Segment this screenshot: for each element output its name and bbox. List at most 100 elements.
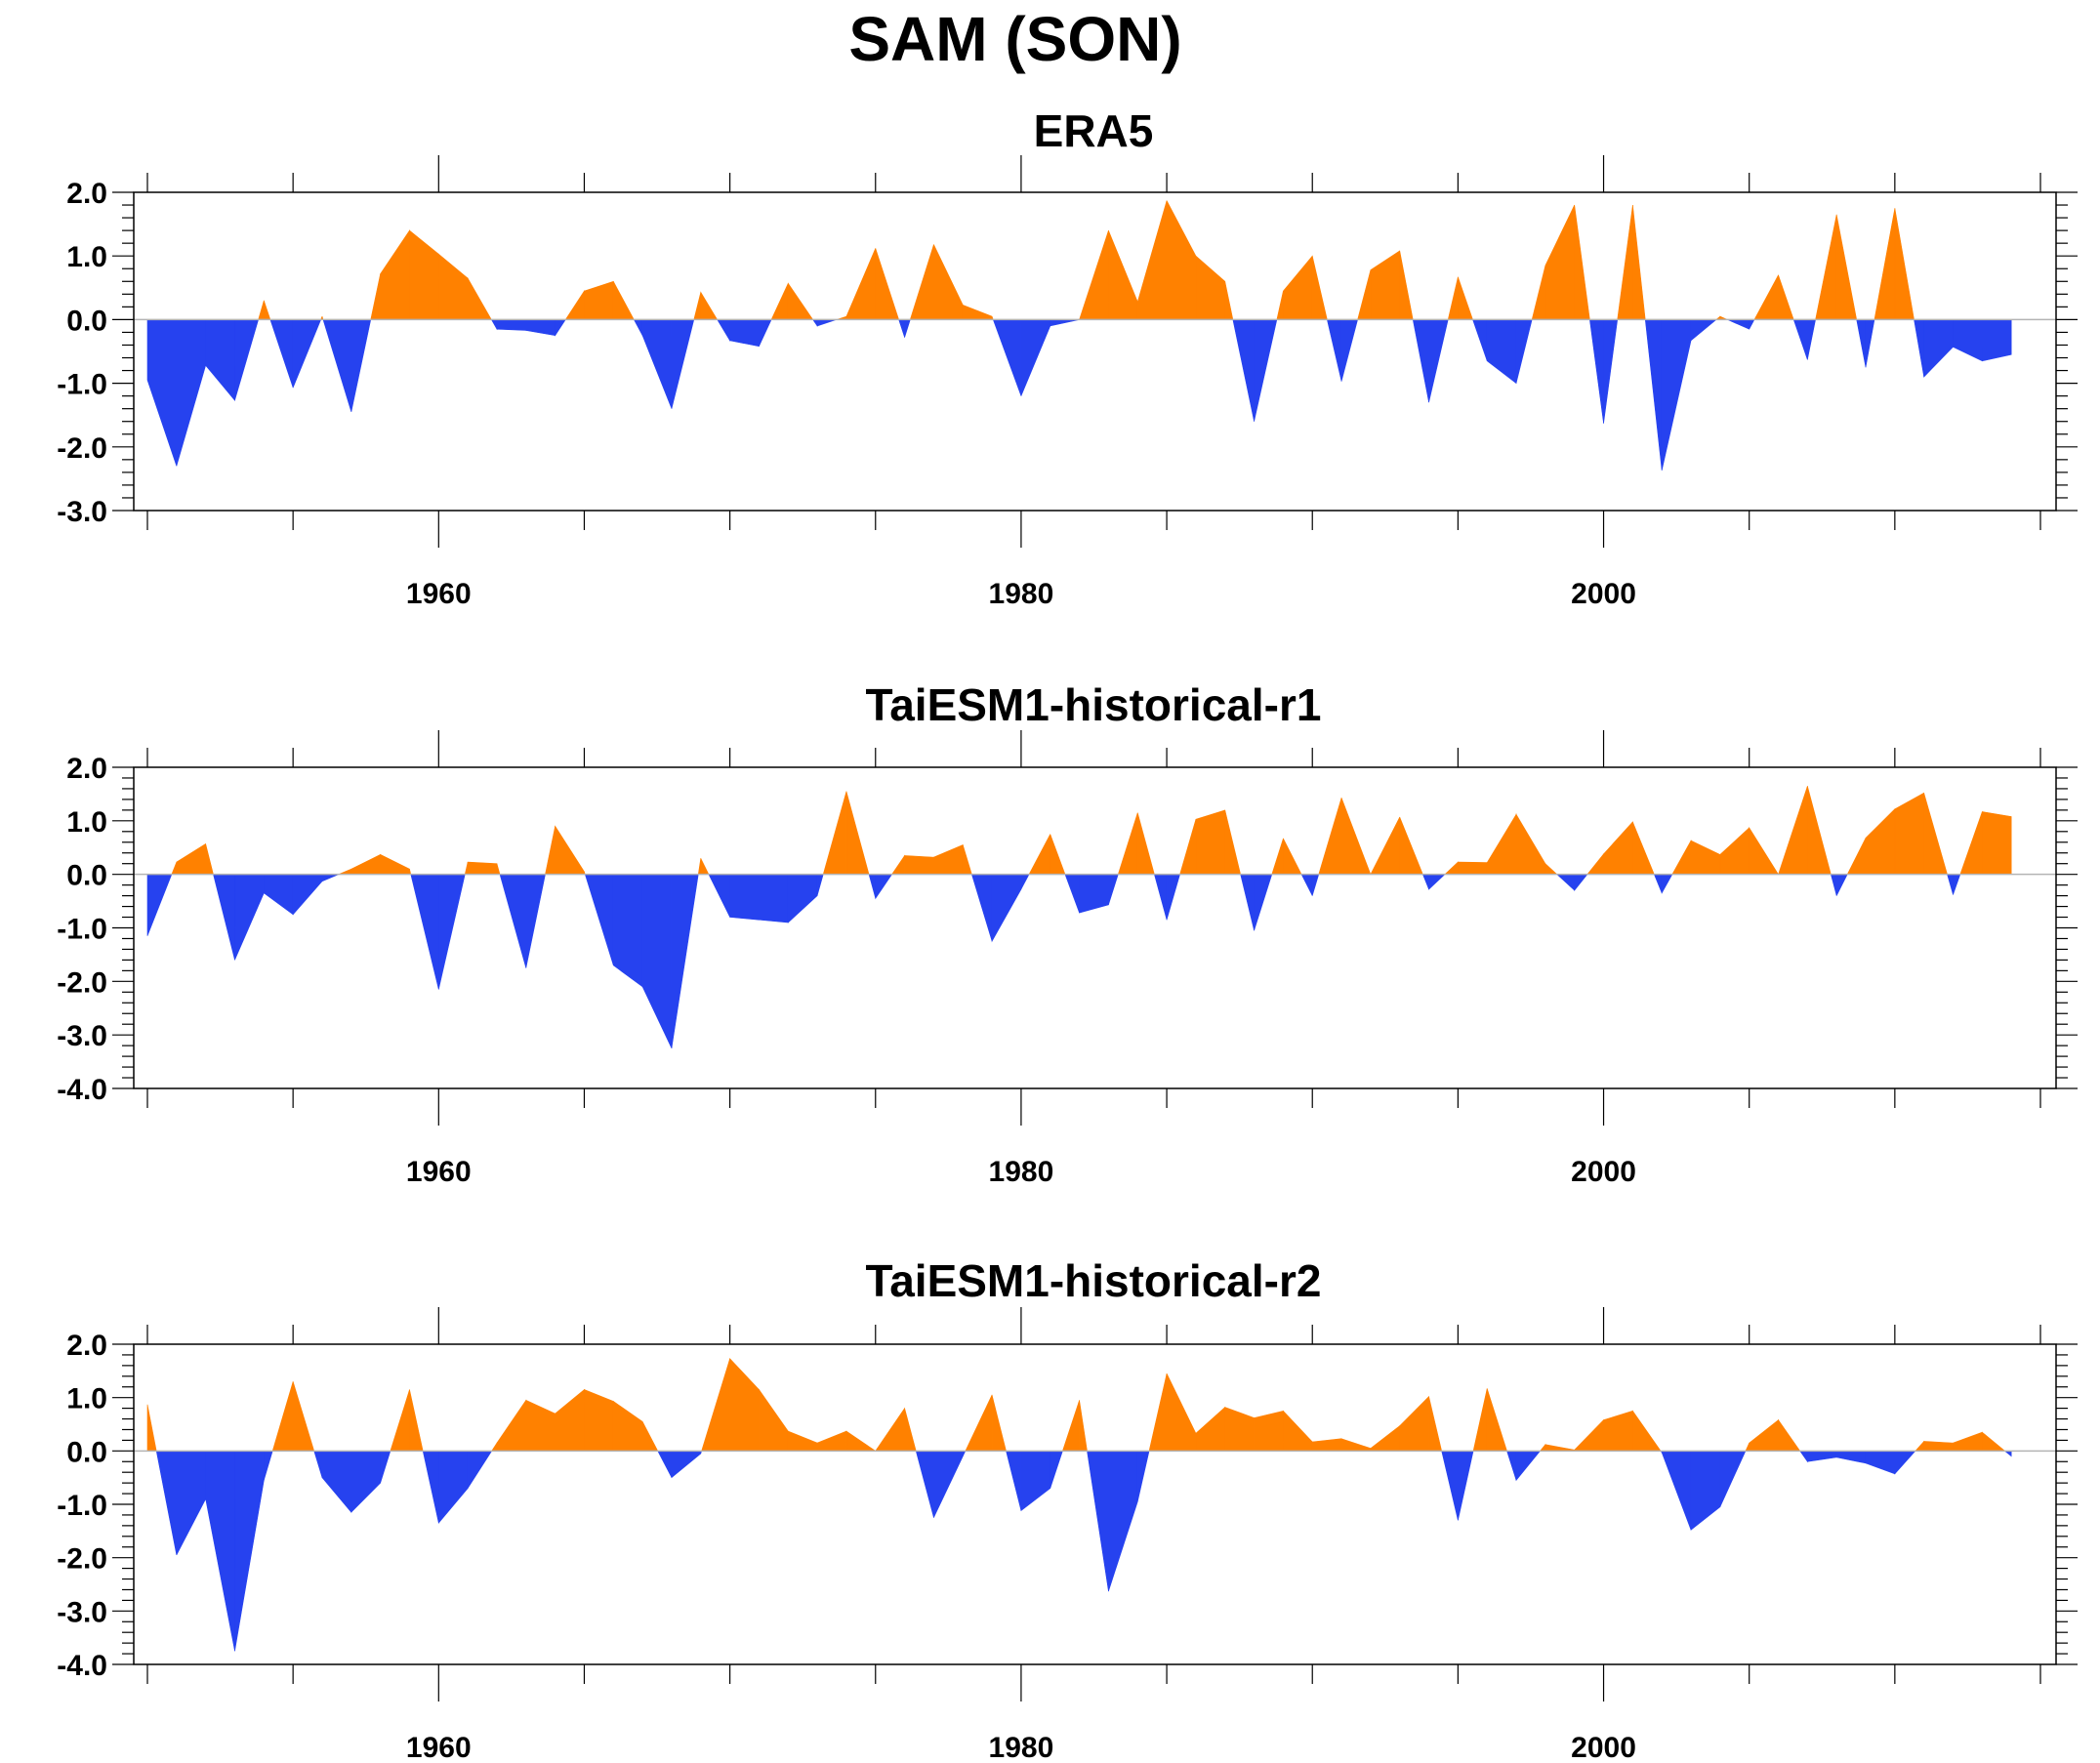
positive-area-segment [1753,274,1779,320]
negative-area-segment [671,874,699,1048]
negative-area-segment [1661,874,1673,895]
negative-area-segment [1166,874,1180,921]
plot-frame [133,766,2057,1089]
y-tick-label: -2.0 [57,432,107,465]
positive-area-segment [584,280,614,320]
negative-area-segment [1050,319,1080,327]
positive-area-segment [1807,786,1832,875]
negative-area-segment [322,319,352,413]
negative-area-segment [1515,319,1533,384]
positive-area-segment [1515,813,1546,875]
y-tick-label: 2.0 [66,1330,107,1362]
positive-area-segment [1028,834,1051,875]
positive-area-segment [1108,230,1138,320]
y-tick-label: 0.0 [66,1436,107,1468]
positive-area-segment [1458,276,1473,320]
negative-area-segment [264,1451,273,1481]
positive-area-segment [1874,208,1896,320]
positive-area-segment [1544,1444,1576,1452]
positive-area-segment [380,229,410,320]
positive-area-segment [1370,1425,1401,1452]
negative-area-segment [641,319,673,409]
plot-frame [133,1343,2057,1665]
negative-area-segment [1136,1451,1150,1502]
negative-area-segment [1914,319,1924,378]
positive-area-segment [1982,811,2012,875]
positive-area-segment [1539,1443,1546,1452]
negative-area-segment [1982,319,2012,362]
negative-area-segment [1661,1451,1692,1531]
positive-area-segment [1357,269,1372,320]
positive-area-segment [1276,290,1284,320]
positive-area-segment [962,844,972,875]
negative-area-segment [155,1451,178,1555]
negative-area-segment [321,874,339,882]
x-tick-label: 2000 [1571,1156,1636,1188]
negative-area-segment [1865,1451,1896,1475]
y-tick-label: -4.0 [57,1650,107,1682]
positive-area-segment [1690,840,1721,875]
negative-area-segment [962,1451,967,1456]
positive-area-segment [1195,809,1226,875]
positive-area-segment [545,826,556,875]
negative-area-segment [146,319,178,467]
positive-area-segment [555,1388,585,1452]
positive-area-segment [1778,786,1808,875]
positive-area-segment [390,1389,410,1452]
negative-area-segment [1792,319,1808,360]
positive-area-segment [1982,1431,2006,1452]
x-tick-label: 1960 [406,1732,472,1763]
negative-area-segment [1428,874,1446,890]
x-tick-label: 2000 [1571,578,1636,610]
negative-area-segment [2003,1451,2012,1457]
plot-area: 2.0 1.0 0.0 -1.0 -2.0 -3.0 -4.0 1960 1980 2000 [57,1307,2078,1763]
negative-area-segment [816,319,838,327]
negative-area-segment [292,874,323,916]
negative-area-segment [1515,1451,1542,1482]
positive-area-segment [1370,250,1401,320]
panel-title: ERA5 [1034,105,1154,156]
positive-area-segment [1195,255,1226,320]
positive-area-segment [875,1407,905,1452]
panel-taiesm1-r2: TaiESM1-historical-r2 2.0 1.0 0.0 -1.0 -2.0 -… [57,1255,2078,1763]
negative-area-segment [904,319,911,338]
positive-area-segment [1959,811,1983,875]
positive-area-segment [1835,214,1858,320]
positive-area-segment [464,861,469,875]
positive-area-segment [1915,1440,1924,1452]
positive-area-segment [409,1389,424,1452]
positive-area-segment [701,1358,730,1452]
positive-area-segment [350,853,381,875]
negative-area-segment [499,874,527,968]
positive-area-segment [1749,1419,1779,1452]
y-tick-label: -4.0 [57,1074,107,1106]
negative-area-segment [875,874,893,900]
positive-area-segment [1311,256,1328,320]
positive-area-segment [1894,792,1924,875]
negative-area-segment [633,319,643,336]
negative-area-segment [525,319,556,337]
negative-area-segment [1254,319,1278,422]
positive-area-segment [525,1399,556,1452]
positive-area-segment [1544,204,1576,320]
y-tick-label: 1.0 [66,1383,107,1415]
negative-area-segment [970,874,993,942]
y-tick-label: -1.0 [57,914,107,946]
positive-area-segment [1486,813,1517,875]
negative-area-segment [1923,319,1954,378]
positive-area-segment [409,229,439,320]
positive-area-segment [909,244,934,320]
positive-area-segment [845,791,870,875]
y-tick-label: 0.0 [66,860,107,892]
negative-area-segment [1894,1451,1916,1475]
positive-area-segment [1846,838,1867,875]
negative-area-segment [350,319,372,413]
positive-area-segment [1444,861,1459,875]
positive-area-segment [1745,1443,1750,1452]
negative-area-segment [1064,874,1080,914]
negative-area-segment [1644,319,1663,471]
positive-area-segment [845,1430,877,1452]
positive-area-segment [584,1389,614,1452]
negative-area-segment [898,319,905,338]
